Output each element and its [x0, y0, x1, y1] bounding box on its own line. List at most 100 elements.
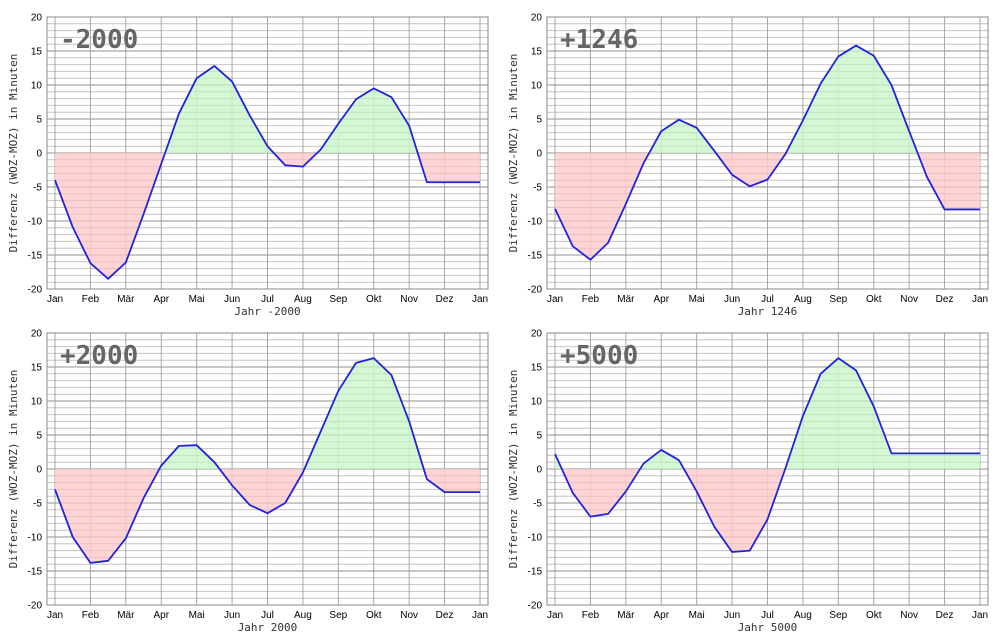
x-tick-label: Mai	[689, 610, 705, 621]
plot-frame	[546, 332, 989, 606]
y-tick-label: 5	[536, 431, 542, 442]
y-tick-label: -10	[28, 217, 43, 228]
x-tick-label: Jan	[972, 294, 988, 305]
y-tick-label: 15	[531, 363, 543, 374]
y-axis-title: Differenz (WOZ-MOZ) in Minuten	[7, 370, 20, 569]
positive-area	[555, 45, 980, 153]
x-tick-label: Feb	[82, 294, 100, 305]
x-tick-label: Jan	[547, 610, 563, 621]
panel-title: -2000	[60, 25, 138, 55]
x-tick-label: Jul	[761, 610, 774, 621]
y-tick-label: 20	[531, 329, 543, 340]
x-axis-title: Jahr 5000	[738, 621, 798, 634]
y-tick-label: -20	[528, 601, 543, 612]
y-tick-label: 0	[36, 465, 42, 476]
x-tick-label: Mär	[117, 610, 135, 621]
x-tick-label: Sep	[329, 610, 347, 621]
x-tick-label: Jul	[761, 294, 774, 305]
series-line	[54, 357, 480, 564]
panel-title: +5000	[560, 341, 638, 371]
negative-area	[55, 153, 480, 279]
y-tick-label: -15	[28, 567, 43, 578]
panel-title: +1246	[560, 25, 638, 55]
x-tick-label: Mai	[689, 294, 705, 305]
negative-area	[55, 469, 480, 563]
y-tick-label: -15	[528, 567, 543, 578]
x-tick-label: Apr	[653, 294, 669, 305]
x-tick-label: Jan	[47, 294, 63, 305]
x-tick-label: Feb	[582, 610, 600, 621]
series-line	[54, 65, 480, 280]
x-tick-label: Dez	[436, 610, 454, 621]
x-tick-label: Jun	[724, 610, 740, 621]
x-axis-title: Jahr 1246	[738, 305, 798, 318]
x-tick-label: Apr	[653, 610, 669, 621]
y-tick-label: 20	[31, 329, 43, 340]
y-axis-title: Differenz (WOZ-MOZ) in Minuten	[507, 370, 520, 569]
x-tick-label: Sep	[829, 610, 847, 621]
x-tick-label: Sep	[329, 294, 347, 305]
x-tick-label: Jan	[47, 610, 63, 621]
y-tick-label: -20	[528, 285, 543, 296]
x-tick-label: Nov	[900, 610, 918, 621]
y-axis-title: Differenz (WOZ-MOZ) in Minuten	[7, 54, 20, 253]
x-tick-label: Jan	[547, 294, 563, 305]
positive-area	[55, 65, 480, 153]
plot-frame	[46, 16, 489, 290]
plot-frame	[46, 332, 489, 606]
chart-panel-4: 20 15 10 5 0 -5 -10 -15 -20 Jan Feb Mär Apr Mai Jun Jul…	[507, 329, 989, 634]
x-tick-label: Jun	[224, 294, 240, 305]
chart-panel-1: 20 15 10 5 0 -5 -10 -15 -20 Jan Feb Mär Apr Mai Jun Jul…	[7, 13, 489, 318]
x-tick-label: Aug	[294, 610, 312, 621]
y-tick-label: -15	[28, 251, 43, 262]
x-tick-label: Dez	[936, 294, 954, 305]
y-tick-label: 10	[31, 397, 43, 408]
y-tick-label: 15	[31, 363, 43, 374]
x-tick-label: Aug	[794, 294, 812, 305]
y-tick-label: -5	[33, 183, 42, 194]
y-tick-label: 5	[36, 431, 42, 442]
x-tick-label: Jan	[472, 294, 488, 305]
y-axis-title: Differenz (WOZ-MOZ) in Minuten	[507, 54, 520, 253]
y-tick-label: -10	[528, 533, 543, 544]
series-line	[554, 357, 980, 553]
x-tick-label: Dez	[936, 610, 954, 621]
y-tick-label: -10	[528, 217, 543, 228]
negative-area	[555, 153, 980, 260]
x-tick-label: Mär	[617, 610, 635, 621]
positive-area	[555, 358, 980, 469]
y-tick-label: 20	[531, 13, 543, 24]
series-line	[554, 44, 980, 261]
x-tick-label: Sep	[829, 294, 847, 305]
chart-panel-2: 20 15 10 5 0 -5 -10 -15 -20 Jan Feb Mär Apr Mai Jun Jul…	[507, 13, 989, 318]
y-tick-label: -5	[33, 499, 42, 510]
y-tick-label: 15	[31, 47, 43, 58]
y-tick-label: 0	[536, 149, 542, 160]
positive-area	[55, 358, 480, 469]
y-tick-label: 10	[531, 81, 543, 92]
x-tick-label: Jul	[261, 294, 274, 305]
y-tick-label: -5	[533, 183, 542, 194]
x-tick-label: Mär	[617, 294, 635, 305]
x-axis-title: Jahr 2000	[238, 621, 298, 634]
y-tick-label: 5	[536, 115, 542, 126]
x-tick-label: Dez	[436, 294, 454, 305]
x-tick-label: Nov	[900, 294, 918, 305]
y-tick-label: 10	[31, 81, 43, 92]
x-axis-title: Jahr -2000	[234, 305, 300, 318]
x-tick-label: Jun	[224, 610, 240, 621]
x-tick-label: Nov	[400, 610, 418, 621]
panel-title: +2000	[60, 341, 138, 371]
y-tick-label: -5	[533, 499, 542, 510]
x-tick-label: Apr	[153, 294, 169, 305]
plot-frame	[546, 16, 989, 290]
x-tick-label: Mär	[117, 294, 135, 305]
y-tick-label: -20	[28, 285, 43, 296]
x-tick-label: Okt	[866, 294, 882, 305]
chart-panel-3: 20 15 10 5 0 -5 -10 -15 -20 Jan Feb Mär Apr Mai Jun Jul…	[7, 329, 489, 634]
y-tick-label: 15	[531, 47, 543, 58]
x-tick-label: Feb	[82, 610, 100, 621]
y-tick-label: -20	[28, 601, 43, 612]
x-tick-label: Jan	[472, 610, 488, 621]
x-tick-label: Aug	[294, 294, 312, 305]
